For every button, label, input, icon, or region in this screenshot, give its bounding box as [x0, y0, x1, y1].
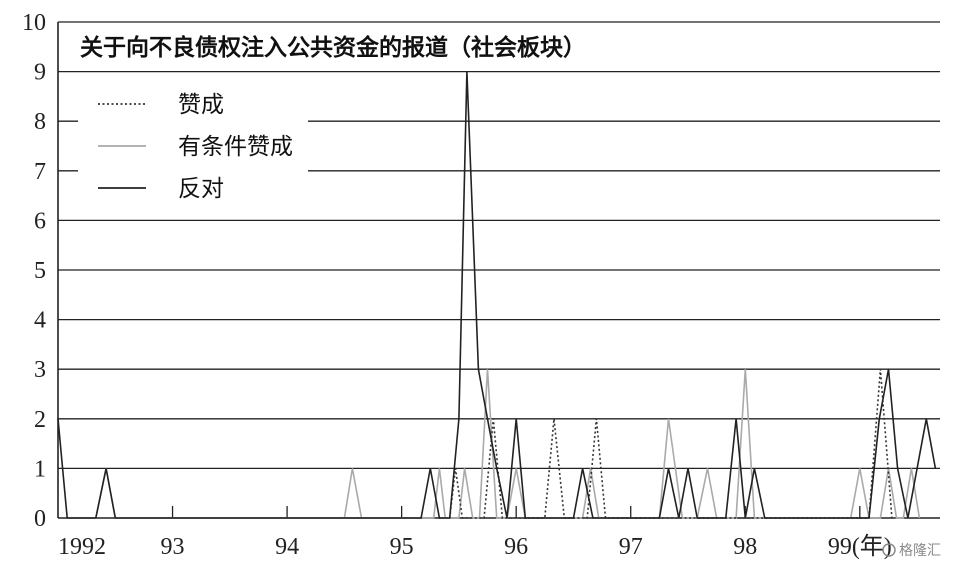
y-tick-label: 0 [34, 506, 46, 532]
watermark-logo-icon [882, 543, 896, 557]
y-axis-ticks: 0 1 2 3 4 5 6 7 8 9 10 [22, 10, 46, 532]
watermark: 格隆汇 [882, 543, 941, 559]
y-tick-label: 3 [34, 357, 46, 383]
gridlines [57, 21, 940, 519]
x-tick-label: 97 [619, 534, 643, 560]
y-tick-label: 5 [34, 258, 46, 284]
y-tick-label: 1 [34, 456, 46, 482]
series-line-0 [448, 369, 893, 519]
y-tick-label: 4 [34, 308, 46, 334]
x-tick-label: 99(年) [828, 533, 892, 560]
y-tick-label: 9 [34, 60, 46, 86]
x-tick-label: 1992 [58, 534, 106, 560]
series-line-1 [95, 369, 921, 519]
legend-label-1: 有条件赞成 [178, 134, 293, 160]
title-background [72, 28, 632, 62]
legend-label-0: 赞成 [178, 92, 224, 118]
x-tick-label: 96 [504, 534, 528, 560]
series-line-2 [57, 71, 937, 519]
x-axis-ticks: 1992 93 94 95 96 97 98 99(年) [58, 506, 892, 560]
y-tick-label: 6 [34, 208, 46, 234]
x-tick-label: 95 [390, 534, 414, 560]
chart-title: 关于向不良债权注入公共资金的报道（社会板块） [80, 34, 586, 61]
y-tick-label: 8 [34, 109, 46, 135]
series-lines [57, 71, 937, 519]
legend-label-2: 反对 [178, 176, 224, 202]
x-tick-label: 94 [275, 534, 299, 560]
y-tick-label: 2 [34, 407, 46, 433]
x-tick-label: 93 [161, 534, 185, 560]
y-tick-label: 7 [34, 159, 46, 185]
x-tick-label: 98 [733, 534, 757, 560]
legend-background [78, 82, 308, 208]
watermark-text: 格隆汇 [899, 543, 941, 559]
y-tick-label: 10 [22, 10, 46, 36]
